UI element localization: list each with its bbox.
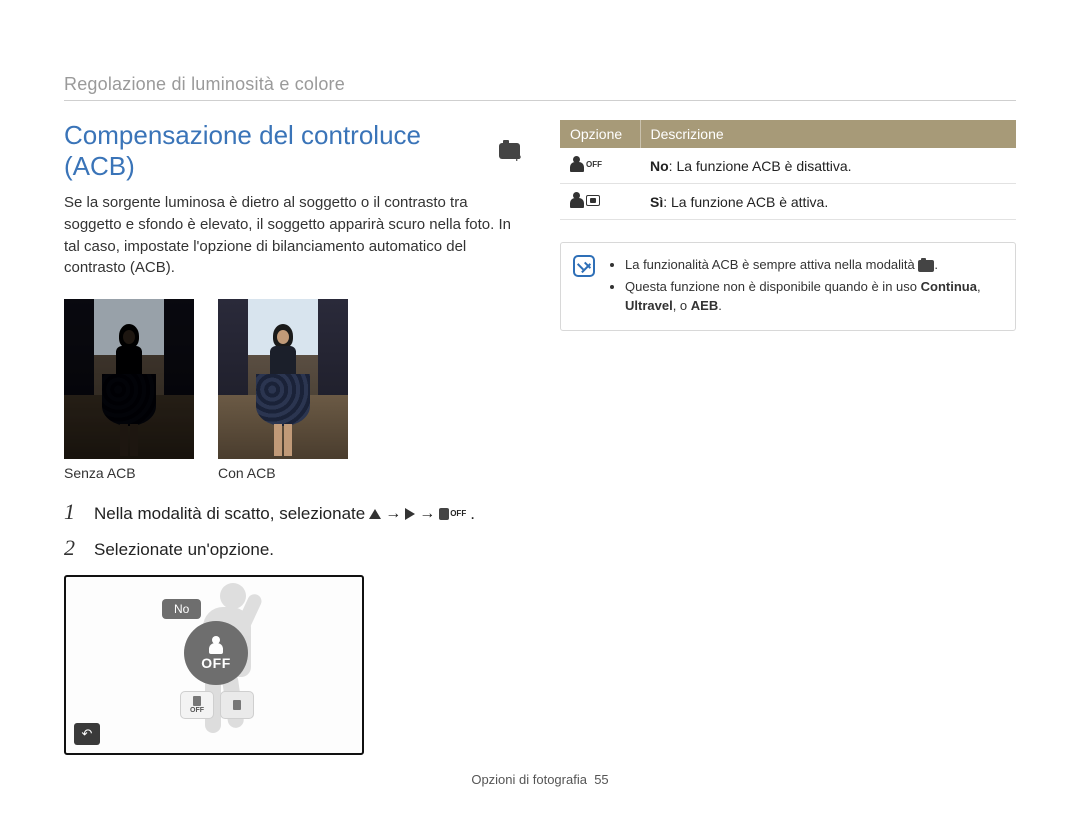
step-1-end: . bbox=[470, 504, 475, 524]
options-table: Opzione Descrizione OFF No: La funzione … bbox=[560, 120, 1016, 220]
note1-pre: La funzionalità ACB è sempre attiva nell… bbox=[625, 257, 918, 272]
desc-on-bold: Sì bbox=[650, 194, 663, 210]
back-arrow-icon: ↶ bbox=[82, 726, 93, 742]
chip-person-icon-2 bbox=[233, 700, 241, 710]
table-header-row: Opzione Descrizione bbox=[560, 120, 1016, 148]
two-column-layout: Compensazione del controluce (ACB) Se la… bbox=[64, 120, 1016, 755]
note2-mid2: , o bbox=[673, 298, 691, 313]
note2-pre: Questa funzione non è disponibile quando… bbox=[625, 279, 921, 294]
cell-icon-off: OFF bbox=[560, 148, 640, 184]
th-option: Opzione bbox=[560, 120, 640, 148]
photo-with-acb bbox=[218, 299, 348, 459]
note-item-2: Questa funzione non è disponibile quando… bbox=[625, 277, 1001, 316]
step-2-text: Selezionate un'opzione. bbox=[94, 540, 274, 560]
lcd-back-button[interactable]: ↶ bbox=[74, 723, 100, 745]
up-triangle-icon bbox=[369, 509, 381, 519]
left-column: Compensazione del controluce (ACB) Se la… bbox=[64, 120, 550, 755]
acb-off-icon: OFF bbox=[570, 156, 602, 172]
caption-with-acb: Con ACB bbox=[218, 465, 348, 481]
manual-page: Regolazione di luminosità e colore Compe… bbox=[0, 0, 1080, 815]
person-icon bbox=[209, 636, 223, 654]
step-1: 1 Nella modalità di scatto, selezionate … bbox=[64, 499, 520, 525]
chip-off-label: OFF bbox=[190, 707, 204, 714]
caption-without-acb: Senza ACB bbox=[64, 465, 194, 481]
right-column: Opzione Descrizione OFF No: La funzione … bbox=[550, 120, 1016, 755]
off-label: OFF bbox=[201, 655, 231, 671]
acb-off-glyph-icon: OFF bbox=[439, 508, 466, 520]
camera-p-mode-icon bbox=[499, 143, 520, 159]
divider bbox=[64, 100, 1016, 101]
example-photos: Senza ACB Con ACB bbox=[64, 299, 520, 481]
step-1-number: 1 bbox=[64, 499, 82, 525]
photo-without-acb bbox=[64, 299, 194, 459]
right-triangle-icon bbox=[405, 508, 415, 520]
step-1-text: Nella modalità di scatto, selezionate → … bbox=[94, 504, 475, 524]
page-title: Compensazione del controluce (ACB) bbox=[64, 120, 487, 182]
table-row: Sì: La funzione ACB è attiva. bbox=[560, 184, 1016, 220]
lcd-screenshot: No OFF OFF ↶ bbox=[64, 575, 364, 755]
note2-b1: Continua bbox=[921, 279, 977, 294]
desc-off-bold: No bbox=[650, 158, 669, 174]
section-label: Regolazione di luminosità e colore bbox=[64, 74, 345, 95]
note2-b3: AEB bbox=[691, 298, 718, 313]
steps-list: 1 Nella modalità di scatto, selezionate … bbox=[64, 499, 520, 561]
note-icon bbox=[573, 255, 595, 277]
page-footer: Opzioni di fotografia 55 bbox=[0, 772, 1080, 787]
cell-icon-on bbox=[560, 184, 640, 220]
step-1-pre: Nella modalità di scatto, selezionate bbox=[94, 504, 365, 524]
note-item-1: La funzionalità ACB è sempre attiva nell… bbox=[625, 255, 1001, 275]
lcd-chip-on[interactable] bbox=[220, 691, 254, 719]
lcd-option-chips: OFF bbox=[180, 691, 254, 719]
note2-mid: , bbox=[977, 279, 981, 294]
photo-without-acb-block: Senza ACB bbox=[64, 299, 194, 481]
footer-label: Opzioni di fotografia bbox=[471, 772, 587, 787]
step-2: 2 Selezionate un'opzione. bbox=[64, 535, 520, 561]
note-list: La funzionalità ACB è sempre attiva nell… bbox=[609, 255, 1001, 316]
arrow-1: → bbox=[385, 505, 401, 523]
desc-on-rest: : La funzione ACB è attiva. bbox=[663, 194, 828, 210]
note2-b2: Ultravel bbox=[625, 298, 673, 313]
desc-off-rest: : La funzione ACB è disattiva. bbox=[669, 158, 852, 174]
lcd-option-label: No bbox=[162, 599, 201, 619]
note2-end: . bbox=[718, 298, 722, 313]
acb-on-icon bbox=[570, 192, 600, 208]
cell-desc-on: Sì: La funzione ACB è attiva. bbox=[640, 184, 1016, 220]
lcd-selected-option[interactable]: OFF bbox=[184, 621, 248, 685]
chip-person-icon bbox=[193, 696, 201, 706]
cell-desc-off: No: La funzione ACB è disattiva. bbox=[640, 148, 1016, 184]
table-row: OFF No: La funzione ACB è disattiva. bbox=[560, 148, 1016, 184]
photo-with-acb-block: Con ACB bbox=[218, 299, 348, 481]
th-description: Descrizione bbox=[640, 120, 1016, 148]
footer-page-number: 55 bbox=[594, 772, 608, 787]
heading-row: Compensazione del controluce (ACB) bbox=[64, 120, 520, 182]
arrow-2: → bbox=[419, 505, 435, 523]
camera-mode-icon bbox=[918, 260, 934, 272]
intro-paragraph: Se la sorgente luminosa è dietro al sogg… bbox=[64, 192, 520, 279]
step-2-number: 2 bbox=[64, 535, 82, 561]
note1-post: . bbox=[934, 257, 938, 272]
lcd-chip-off[interactable]: OFF bbox=[180, 691, 214, 719]
note-box: La funzionalità ACB è sempre attiva nell… bbox=[560, 242, 1016, 331]
